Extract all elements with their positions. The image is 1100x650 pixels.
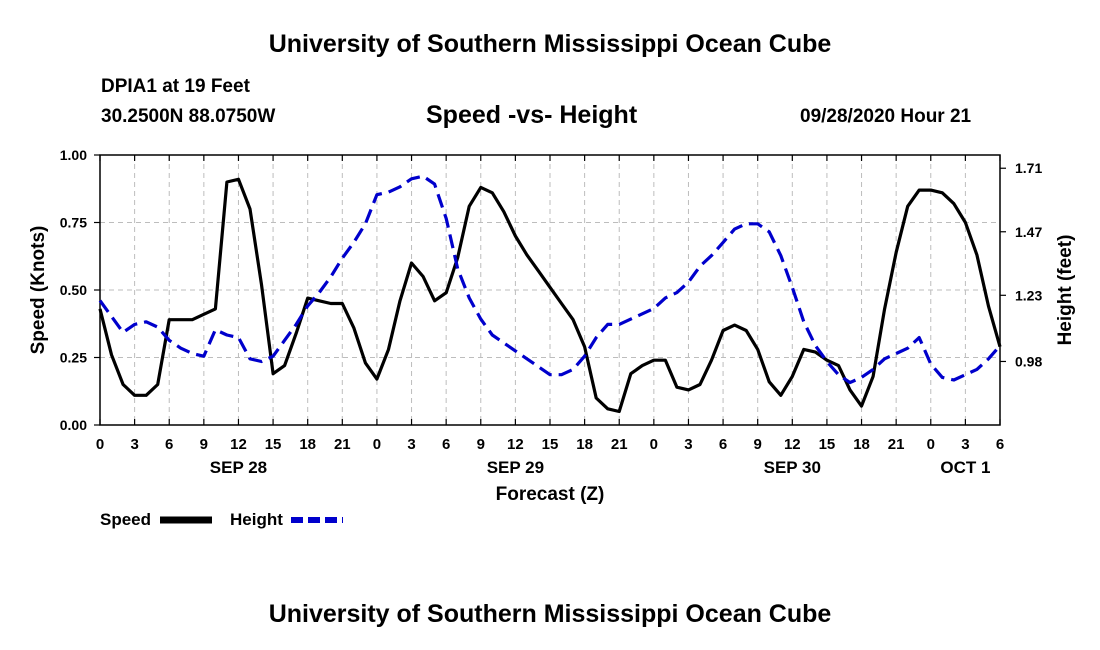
chart-subtitle: Speed -vs- Height — [426, 101, 638, 129]
x-tick-label: 6 — [996, 436, 1004, 453]
y2-axis-label: Height (feet) — [1055, 235, 1076, 346]
speed-series-line — [98, 177, 1002, 414]
date-labels: SEP 28 SEP 29 SEP 30 OCT 1 — [210, 458, 991, 477]
y-tick-label: 0.25 — [60, 350, 87, 366]
x-tick-label: 0 — [373, 436, 381, 453]
x-tick-label: 9 — [200, 436, 208, 453]
x-tick-label: 0 — [650, 436, 658, 453]
x-tick-labels: 0 3 6 9 12 15 18 21 0 3 6 9 12 15 18 21 0 3 6 9 12 15 18 21 0 3 6 — [96, 436, 1004, 453]
x-tick-label: 21 — [334, 436, 351, 453]
legend-label-speed: Speed — [100, 510, 151, 529]
forecast-datetime: 09/28/2020 Hour 21 — [800, 106, 972, 127]
x-tick-label: 3 — [130, 436, 138, 453]
x-tick-label: 15 — [819, 436, 836, 453]
x-tick-label: 18 — [299, 436, 316, 453]
legend: Speed Height — [100, 510, 343, 529]
y-tick-label: 0.75 — [60, 215, 87, 231]
y2-tick-label: 1.71 — [1015, 160, 1042, 176]
data-series — [98, 174, 1002, 414]
chart-title: University of Southern Mississippi Ocean… — [268, 30, 832, 58]
x-axis-label: Forecast (Z) — [496, 484, 605, 505]
x-tick-label: 15 — [542, 436, 559, 453]
date-label: SEP 30 — [764, 458, 821, 477]
y-tick-label: 1.00 — [60, 147, 87, 163]
coordinates-label: 30.2500N 88.0750W — [101, 106, 276, 127]
y2-tick-label: 0.98 — [1015, 353, 1042, 369]
y2-tick-label: 1.47 — [1015, 224, 1042, 240]
x-tick-label: 12 — [507, 436, 524, 453]
x-tick-label: 0 — [96, 436, 104, 453]
x-tick-label: 3 — [961, 436, 969, 453]
station-label: DPIA1 at 19 Feet — [101, 76, 250, 97]
x-tick-label: 6 — [165, 436, 173, 453]
x-tick-label: 21 — [611, 436, 628, 453]
y2-tick-labels: 0.98 1.23 1.47 1.71 — [1015, 160, 1042, 369]
date-label: OCT 1 — [940, 458, 990, 477]
x-tick-label: 21 — [888, 436, 905, 453]
x-tick-label: 0 — [927, 436, 935, 453]
y-tick-labels: 0.00 0.25 0.50 0.75 1.00 — [60, 147, 87, 433]
legend-label-height: Height — [230, 510, 283, 529]
grid-lines — [100, 155, 1000, 425]
x-tick-label: 6 — [442, 436, 450, 453]
footer-title: University of Southern Mississippi Ocean… — [268, 600, 832, 628]
x-tick-label: 18 — [576, 436, 593, 453]
x-tick-label: 9 — [754, 436, 762, 453]
x-tick-label: 3 — [407, 436, 415, 453]
date-label: SEP 29 — [487, 458, 544, 477]
x-tick-label: 12 — [230, 436, 247, 453]
x-tick-label: 12 — [784, 436, 801, 453]
y2-tick-label: 1.23 — [1015, 287, 1042, 303]
height-series-line — [98, 174, 1002, 385]
x-tick-label: 9 — [477, 436, 485, 453]
x-tick-label: 18 — [853, 436, 870, 453]
y-tick-label: 0.50 — [60, 282, 87, 298]
x-tick-label: 15 — [265, 436, 282, 453]
y-axis-label: Speed (Knots) — [28, 226, 49, 355]
date-label: SEP 28 — [210, 458, 267, 477]
x-tick-label: 6 — [719, 436, 727, 453]
axis-ticks — [94, 154, 1006, 426]
x-tick-label: 3 — [684, 436, 692, 453]
y-tick-label: 0.00 — [60, 417, 87, 433]
